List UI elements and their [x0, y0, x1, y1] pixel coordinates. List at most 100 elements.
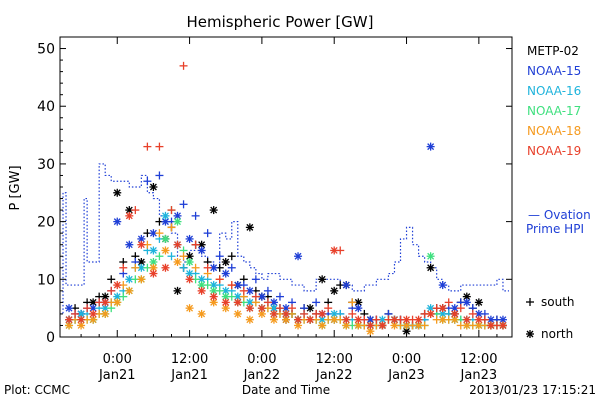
north-point	[173, 286, 182, 295]
north-point	[474, 298, 483, 307]
x-axis-label: Date and Time	[242, 383, 330, 397]
south-point	[191, 240, 200, 249]
north-point	[173, 217, 182, 226]
south-point	[312, 298, 321, 307]
north-point	[113, 298, 122, 307]
north-point	[161, 211, 170, 220]
north-point	[378, 321, 387, 330]
south-point	[300, 309, 309, 318]
north-point	[390, 315, 399, 324]
north-point	[101, 292, 110, 301]
north-point	[149, 183, 158, 191]
x-tick-time-label: 0:00	[103, 352, 132, 367]
north-point	[209, 206, 218, 215]
south-point	[444, 298, 453, 307]
south-point	[275, 304, 284, 313]
north-point	[306, 315, 315, 324]
south-point	[155, 171, 164, 180]
north-point	[318, 321, 327, 330]
footer-left: Plot: CCMC	[4, 383, 70, 397]
south-point	[227, 281, 236, 290]
y-tick-label: 40	[37, 99, 55, 115]
y-tick-label: 0	[46, 330, 55, 346]
south-point	[203, 263, 212, 272]
south-point	[131, 206, 140, 215]
south-point	[179, 200, 188, 209]
north-point	[426, 252, 435, 261]
x-tick-date-label: Jan22	[315, 368, 353, 383]
north-point	[125, 286, 134, 295]
south-point	[107, 286, 116, 295]
south-point	[348, 309, 357, 318]
chart-title: Hemispheric Power [GW]	[187, 13, 374, 31]
north-point	[149, 269, 158, 278]
north-point	[354, 304, 363, 313]
north-point	[65, 321, 74, 330]
south-point	[275, 292, 284, 301]
south-point	[179, 252, 188, 261]
north-point	[149, 246, 158, 255]
south-point	[179, 61, 188, 70]
y-tick-label: 30	[37, 157, 55, 173]
x-tick-time-label: 12:00	[315, 352, 352, 367]
north-point	[450, 309, 459, 318]
north-point	[269, 309, 278, 318]
north-point	[462, 321, 471, 330]
north-point	[414, 315, 423, 324]
north-point	[498, 321, 507, 330]
north-point	[149, 263, 158, 272]
north-marker-symbol	[526, 330, 534, 338]
south-point	[215, 275, 224, 284]
north-point	[462, 298, 471, 307]
ovation-hpi-path	[60, 163, 509, 315]
north-point	[282, 309, 290, 318]
north-point	[221, 304, 230, 313]
north-point	[294, 252, 303, 261]
north-point	[113, 188, 122, 197]
north-point	[330, 286, 339, 295]
south-point	[119, 292, 128, 301]
x-tick-date-label: Jan23	[460, 368, 498, 383]
series-noaa-19	[65, 61, 507, 330]
legend-entry: NOAA-19	[527, 144, 581, 158]
north-point	[161, 246, 170, 255]
north-point	[402, 327, 411, 336]
south-point	[227, 263, 236, 272]
north-point	[414, 321, 423, 330]
south-point	[251, 275, 260, 284]
legend-entry: NOAA-15	[527, 64, 581, 78]
south-point	[263, 298, 272, 307]
x-axis: 0:00Jan2112:00Jan210:00Jan2212:00Jan220:…	[80, 37, 498, 383]
north-point	[318, 275, 327, 284]
series-noaa-15	[65, 142, 507, 330]
south-point	[191, 211, 200, 220]
south-point	[143, 177, 152, 186]
north-point	[245, 304, 254, 313]
y-tick-label: 10	[37, 272, 55, 288]
marker-legend-label: south	[541, 295, 575, 309]
south-point	[119, 263, 128, 272]
y-axis: 0 10 20 30 40 50	[37, 36, 512, 346]
north-point	[366, 321, 375, 330]
north-point	[366, 327, 375, 336]
y-axis-label: P [GW]	[8, 165, 23, 210]
north-point	[209, 292, 218, 301]
south-point	[179, 263, 188, 272]
north-point	[438, 304, 447, 313]
legend-entry: NOAA-17	[527, 104, 581, 118]
north-point	[462, 315, 471, 324]
north-point	[342, 315, 351, 324]
north-point	[101, 298, 110, 307]
south-point	[131, 263, 140, 272]
north-point	[426, 142, 435, 151]
x-tick-time-label: 0:00	[247, 352, 276, 367]
south-point	[324, 304, 333, 313]
x-tick-date-label: Jan23	[387, 368, 425, 383]
north-point	[306, 304, 315, 313]
north-point	[330, 246, 339, 255]
north-point	[257, 304, 266, 313]
north-point	[233, 281, 242, 290]
south-point	[83, 304, 92, 313]
north-point	[342, 321, 351, 330]
